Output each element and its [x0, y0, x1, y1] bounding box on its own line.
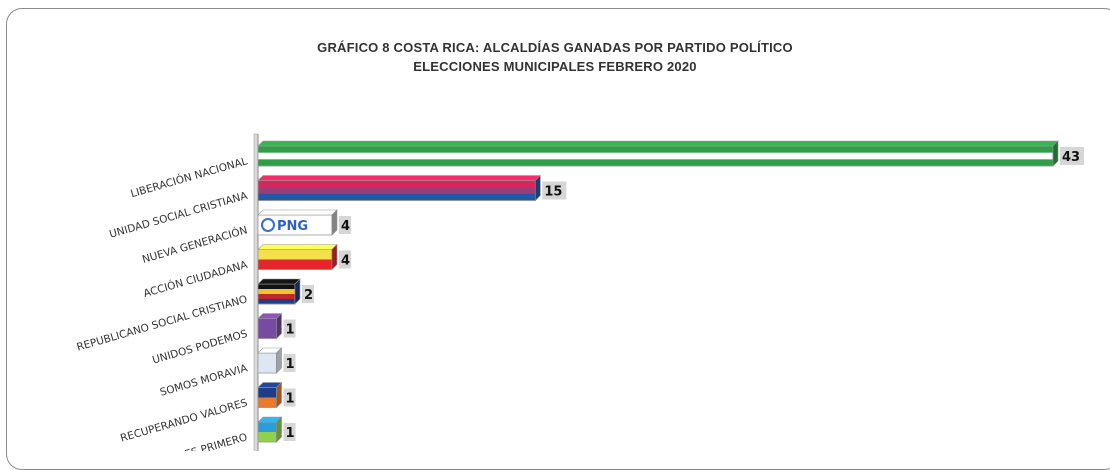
value-label-bg: [338, 250, 351, 269]
chart-title-block: GRÁFICO 8 COSTA RICA: ALCALDÍAS GANADAS …: [0, 38, 1110, 76]
bar-stripe: [258, 387, 277, 398]
bar-stripe: [258, 249, 332, 260]
bar-stripe: [258, 187, 536, 195]
value-label-bg: [283, 319, 296, 338]
category-label: UNIDOS PODEMOS: [151, 328, 249, 367]
bar-top: [257, 140, 1059, 147]
value-label-bg: [283, 388, 296, 407]
axis-layer: [253, 133, 259, 451]
bar-top: [257, 175, 542, 181]
png-logo-icon: [261, 218, 275, 232]
bar-stripe: [258, 152, 1053, 160]
bar-stripe: [258, 193, 536, 201]
bar-stripe: [258, 284, 295, 290]
value-label-bg: [283, 423, 296, 441]
category-label: ACCIÓN CIUDADANA: [142, 258, 250, 300]
bar-stripe: [258, 294, 295, 300]
bar-stripe: [258, 289, 295, 295]
value-label-bg: [542, 181, 567, 200]
bar-stripe: [258, 180, 536, 188]
chart-title: GRÁFICO 8 COSTA RICA: ALCALDÍAS GANADAS …: [317, 40, 793, 55]
value-label: 1: [285, 426, 294, 441]
value-label: 15: [544, 185, 562, 200]
bar-stripe: [258, 146, 1053, 153]
bar-2: PNG: [257, 209, 338, 236]
value-label: 2: [304, 288, 313, 303]
bar-stripe: [258, 432, 277, 443]
value-label: 4: [341, 254, 350, 269]
bar-side: [331, 243, 338, 271]
bars-layer: PNG: [257, 140, 1059, 451]
bar-4: [257, 278, 301, 305]
bar-1: [257, 174, 542, 202]
category-label: PALMARES PRIMERO: [143, 431, 249, 451]
chart-subtitle: ELECCIONES MUNICIPALES FEBRERO 2020: [413, 59, 697, 74]
bar-top: [257, 278, 301, 285]
axis-wall: [253, 133, 259, 451]
value-label: 1: [285, 323, 294, 338]
bar-stripe: [258, 159, 1053, 167]
bar-3: [257, 243, 338, 271]
bar-side: [276, 416, 282, 443]
bar-side: [535, 174, 541, 202]
bar-top: [257, 244, 338, 250]
category-label: SOMOS MORAVIA: [159, 362, 250, 399]
bar-stripe: [258, 422, 277, 433]
value-label: 43: [1062, 150, 1080, 165]
bar-side: [276, 347, 282, 374]
bar-0: [257, 140, 1059, 167]
value-label-bg: [338, 216, 351, 234]
bar-stripe: [258, 353, 277, 374]
bar-side: [1052, 140, 1059, 167]
bar-8: [257, 416, 283, 443]
bar-side: [331, 209, 338, 236]
value-label-bg: [283, 354, 296, 372]
bar-side: [276, 312, 282, 340]
bar-stripe: [258, 259, 332, 270]
value-label: 4: [341, 219, 350, 234]
bar-stripe: [258, 215, 332, 236]
value-label-bg: [301, 285, 314, 303]
bar-top: [257, 209, 338, 216]
bar-side: [276, 381, 282, 409]
value-label: 1: [285, 392, 294, 407]
bar-stripe: [258, 299, 295, 305]
bar-5: [257, 312, 283, 340]
bar-stripe: [258, 318, 277, 339]
value-label: 1: [285, 357, 294, 372]
value-label-bg: [1060, 147, 1084, 165]
bar-6: [257, 347, 283, 374]
category-label: NUEVA GENERACIÓN: [141, 223, 249, 266]
png-logo-text: PNG: [277, 219, 308, 234]
bar-7: [257, 381, 283, 409]
bar-side: [294, 278, 301, 305]
bar-stripe: [258, 397, 277, 408]
chart-frame: [6, 8, 1110, 470]
